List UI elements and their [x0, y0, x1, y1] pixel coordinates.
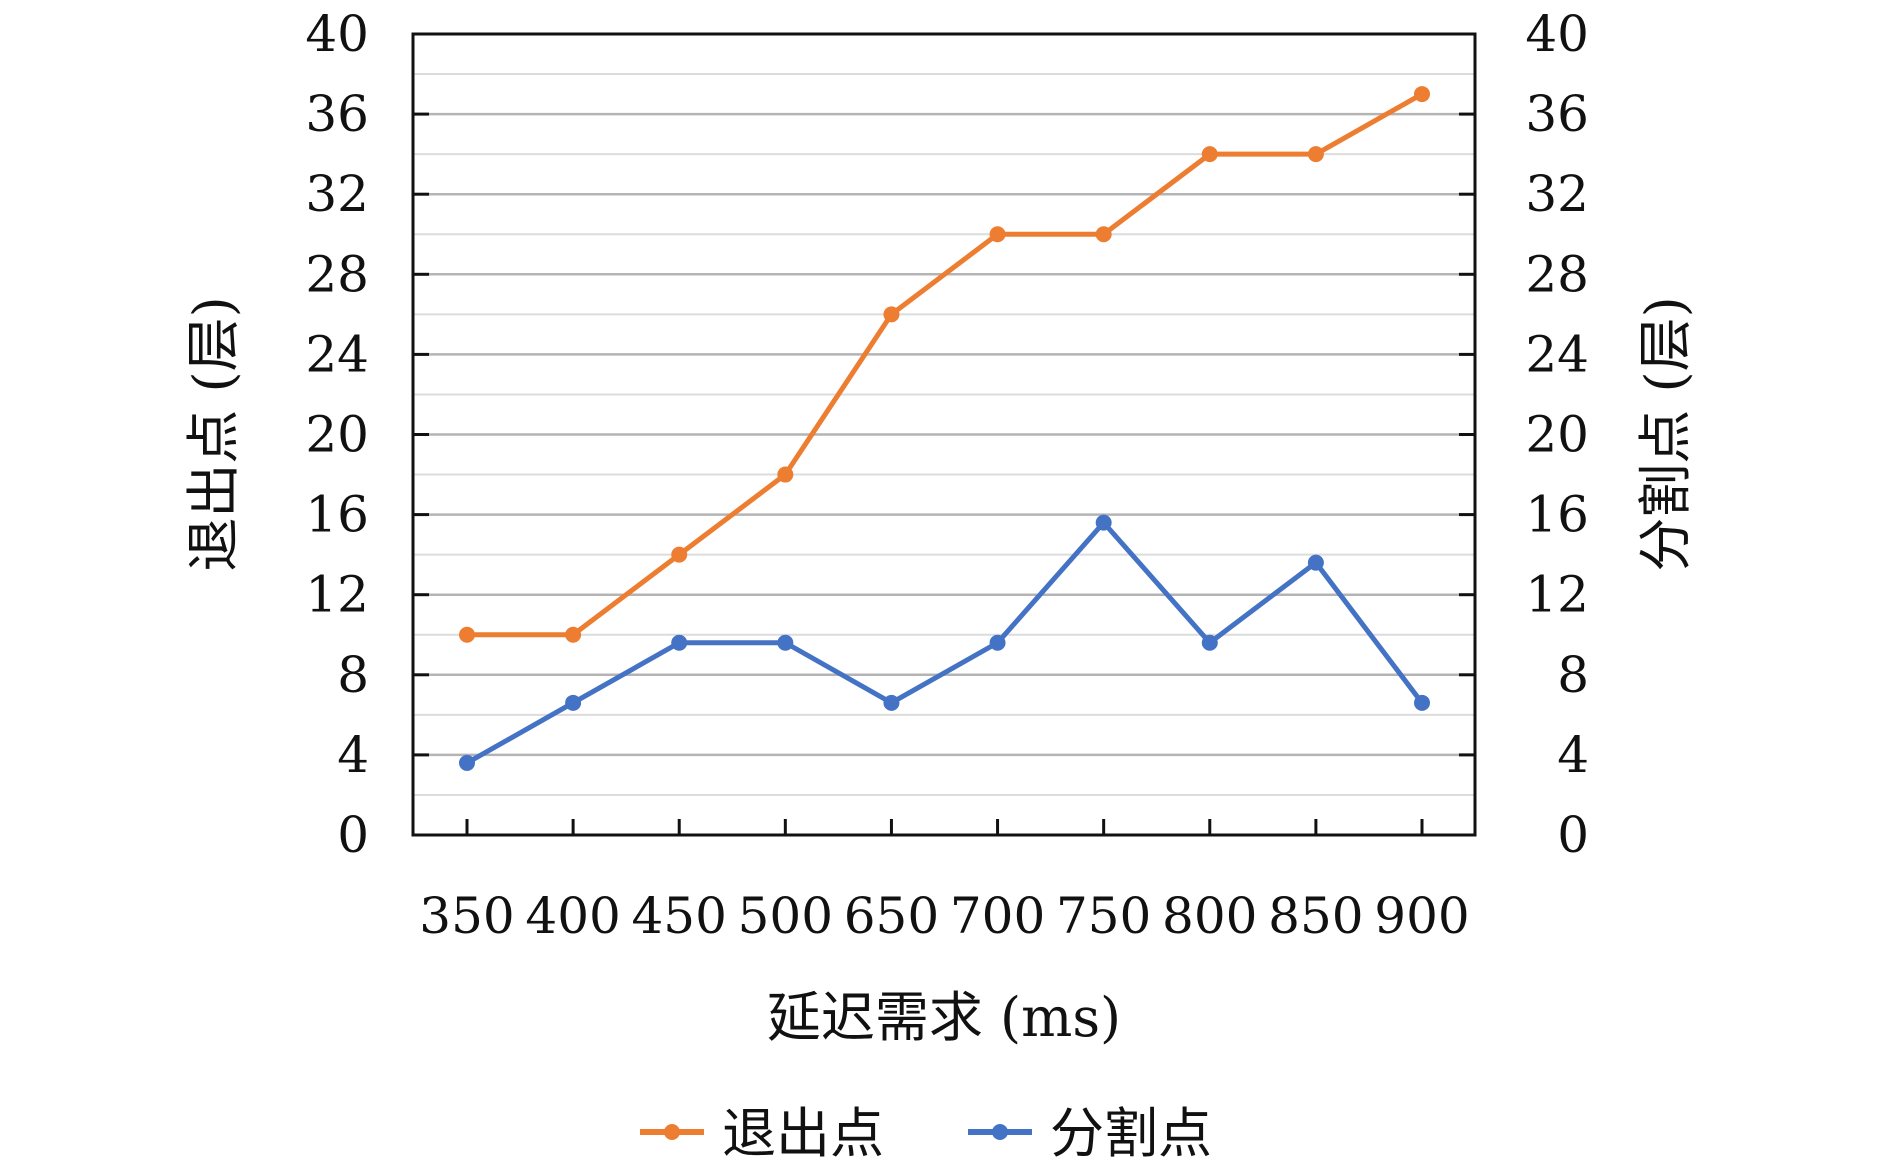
- data-point: [883, 694, 900, 711]
- right-y-tick-label: 0: [1557, 806, 1589, 864]
- legend-item-split-point: 分割点: [968, 1102, 1212, 1165]
- data-point: [459, 626, 475, 643]
- x-tick-label: 500: [738, 887, 833, 945]
- grid-lines: [413, 73, 1475, 796]
- series-layer: [459, 86, 1430, 771]
- left-y-tick-label: 28: [305, 245, 369, 303]
- series-exit-point: [459, 86, 1430, 643]
- x-tick-label: 700: [950, 887, 1045, 945]
- right-y-axis: 0 4 8 12 16 20 24 28 32 36 40: [1459, 5, 1589, 864]
- left-y-tick-label: 4: [337, 726, 369, 784]
- right-y-tick-label: 12: [1525, 566, 1589, 624]
- data-point: [671, 546, 688, 563]
- x-tick-label: 350: [419, 887, 514, 945]
- right-y-tick-label: 16: [1525, 486, 1589, 544]
- series-line-exit-point: [464, 91, 1425, 638]
- left-y-tick-label: 16: [305, 486, 369, 544]
- legend: 退出点 分割点: [640, 1102, 1212, 1165]
- legend-marker-split-point: [992, 1124, 1008, 1140]
- x-axis: 350 400 450 500 650 700 750 800 850 900: [419, 819, 1470, 945]
- left-y-tick-label: 36: [305, 85, 369, 143]
- right-y-tick-label: 32: [1525, 165, 1589, 223]
- left-y-tick-label: 40: [305, 5, 369, 63]
- data-point: [1307, 146, 1324, 163]
- data-point: [989, 634, 1006, 651]
- left-y-axis-title: 退出点 (层): [182, 296, 245, 571]
- series-line-split-point: [464, 520, 1425, 766]
- data-point: [1095, 514, 1112, 531]
- right-y-tick-label: 24: [1525, 325, 1589, 383]
- data-point: [459, 754, 475, 771]
- data-point: [1095, 226, 1112, 243]
- data-point: [565, 626, 582, 643]
- left-y-tick-label: 32: [305, 165, 369, 223]
- data-point: [1201, 146, 1218, 163]
- right-y-axis-title: 分割点 (层): [1634, 296, 1697, 571]
- data-point: [777, 466, 794, 483]
- legend-marker-exit-point: [664, 1124, 680, 1140]
- series-split-point: [459, 514, 1430, 771]
- data-point: [671, 634, 688, 651]
- legend-label-exit-point: 退出点: [722, 1102, 884, 1165]
- data-point: [565, 694, 582, 711]
- left-y-tick-label: 20: [305, 406, 369, 464]
- right-y-tick-label: 4: [1557, 726, 1589, 784]
- data-point: [1201, 634, 1218, 651]
- x-tick-label: 850: [1268, 887, 1363, 945]
- x-tick-label: 750: [1056, 887, 1151, 945]
- x-tick-label: 900: [1374, 887, 1469, 945]
- right-y-tick-label: 28: [1525, 245, 1589, 303]
- right-y-tick-label: 36: [1525, 85, 1589, 143]
- right-y-tick-label: 20: [1525, 406, 1589, 464]
- left-y-tick-label: 8: [337, 646, 369, 704]
- data-point: [1414, 86, 1430, 103]
- data-point: [883, 306, 900, 323]
- x-tick-label: 650: [844, 887, 939, 945]
- left-y-tick-label: 24: [305, 325, 369, 383]
- data-point: [1307, 554, 1324, 571]
- data-point: [777, 634, 794, 651]
- right-y-tick-label: 8: [1557, 646, 1589, 704]
- left-y-tick-label: 12: [305, 566, 369, 624]
- x-axis-title: 延迟需求 (ms): [767, 986, 1121, 1049]
- left-y-tick-label: 0: [337, 806, 369, 864]
- legend-item-exit-point: 退出点: [640, 1102, 884, 1165]
- left-y-axis: 0 4 8 12 16 20 24 28 32 36 40: [305, 5, 429, 864]
- data-point: [1414, 694, 1430, 711]
- x-tick-label: 800: [1162, 887, 1257, 945]
- legend-label-split-point: 分割点: [1050, 1102, 1212, 1165]
- data-point: [989, 226, 1006, 243]
- x-tick-label: 450: [632, 887, 727, 945]
- x-tick-label: 400: [525, 887, 620, 945]
- right-y-tick-label: 40: [1525, 5, 1589, 63]
